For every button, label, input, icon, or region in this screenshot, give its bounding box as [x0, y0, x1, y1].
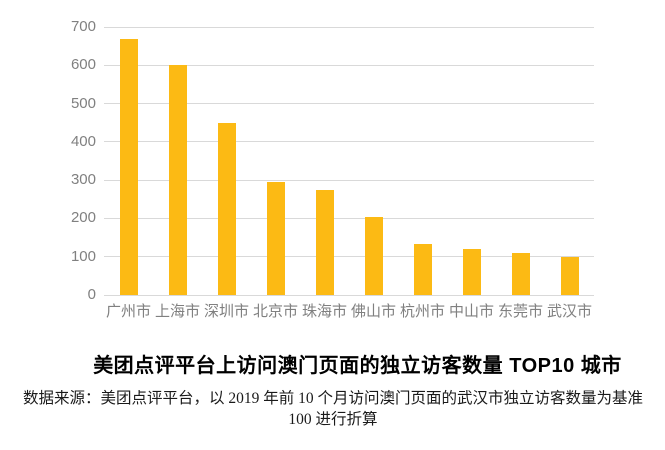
x-tick-label-珠海市: 珠海市	[301, 303, 347, 320]
x-tick-label-上海市: 上海市	[154, 303, 200, 320]
y-tick-label-100: 100	[70, 247, 96, 265]
x-tick-label-中山市: 中山市	[448, 303, 494, 320]
gridline-0	[104, 294, 594, 296]
y-axis: 0 100 200 300 400 500 600 700	[30, 18, 96, 303]
bar-杭州市	[413, 244, 432, 295]
y-tick-label-0: 0	[87, 286, 96, 303]
gridline-500	[104, 103, 594, 105]
y-tick-label-600: 600	[70, 56, 96, 74]
bar-深圳市	[217, 122, 236, 295]
gridline-600	[104, 64, 594, 66]
y-tick-label-500: 500	[70, 94, 96, 112]
gridline-400	[104, 141, 594, 143]
x-tick-label-深圳市: 深圳市	[203, 303, 249, 320]
x-tick-label-广州市: 广州市	[105, 303, 151, 320]
source-note: 数据来源：美团点评平台，以 2019 年前 10 个月访问澳门页面的武汉市独立访…	[22, 390, 643, 428]
y-tick-label-700: 700	[70, 18, 96, 35]
gridline-200	[104, 217, 594, 219]
bar-中山市	[462, 249, 481, 295]
x-tick-label-武汉市: 武汉市	[546, 303, 592, 320]
bar-北京市	[266, 182, 285, 295]
x-tick-label-东莞市: 东莞市	[497, 303, 543, 320]
bar-珠海市	[315, 189, 334, 295]
gridline-700	[104, 26, 594, 28]
gridline-100	[104, 256, 594, 258]
chart-title: 美团点评平台上访问澳门页面的独立访客数量 TOP10 城市	[93, 355, 622, 377]
x-tick-label-北京市: 北京市	[252, 303, 298, 320]
bar-广州市	[119, 38, 138, 295]
x-axis: 广州市 上海市 深圳市 北京市 珠海市 佛山市 杭州市 中山市 东莞市 武汉市	[104, 303, 594, 323]
y-tick-label-400: 400	[70, 132, 96, 150]
bar-佛山市	[364, 217, 383, 295]
x-tick-label-佛山市: 佛山市	[350, 303, 396, 320]
bar-上海市	[168, 65, 187, 295]
bar-东莞市	[511, 252, 530, 295]
y-tick-label-300: 300	[70, 171, 96, 189]
x-tick-label-杭州市: 杭州市	[399, 303, 445, 320]
plot-area	[104, 26, 594, 296]
gridline-300	[104, 179, 594, 181]
bar-武汉市	[560, 256, 579, 295]
y-tick-label-200: 200	[70, 209, 96, 227]
